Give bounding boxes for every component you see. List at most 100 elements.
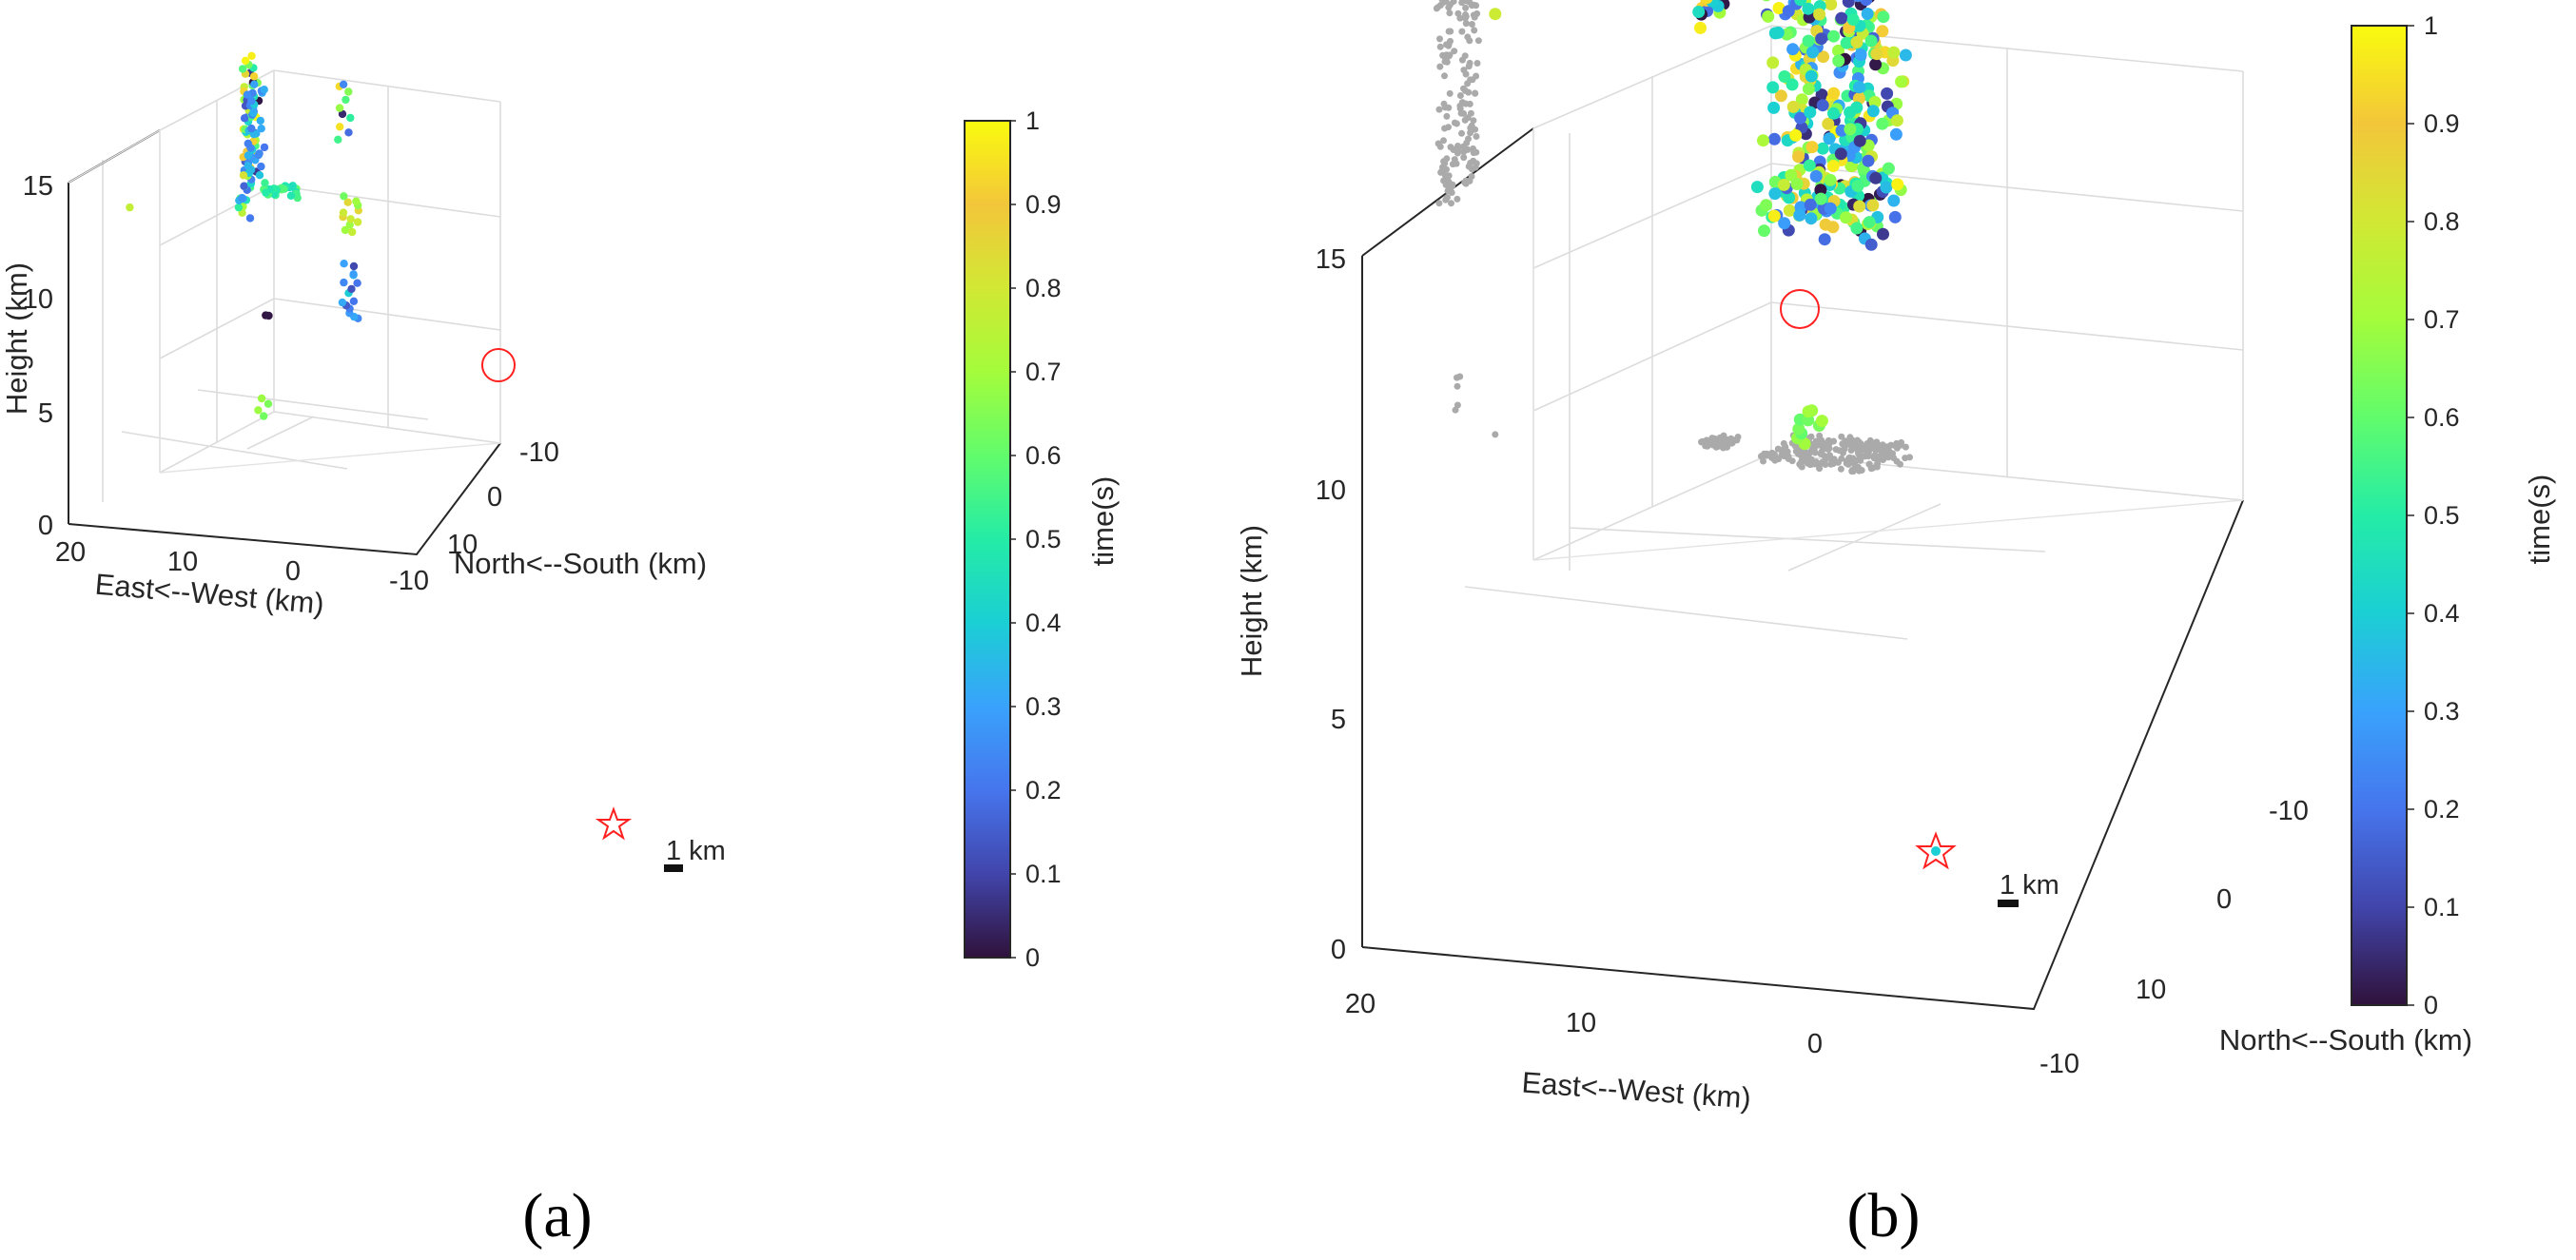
colorbar-label: time(s) [2523, 475, 2556, 565]
projection-point [1458, 0, 1466, 7]
projection-point [1781, 453, 1788, 460]
data-point [234, 203, 244, 212]
data-point [1881, 87, 1894, 100]
data-point [340, 192, 348, 201]
projection-point [1870, 441, 1878, 448]
projection-point [1451, 119, 1458, 126]
data-point [1832, 54, 1845, 68]
data-point [1827, 29, 1841, 43]
projection-point [1465, 88, 1473, 96]
projection-point [1436, 63, 1444, 70]
data-point [340, 278, 348, 287]
projection-point [1446, 10, 1454, 17]
projection-point [1473, 133, 1480, 140]
data-point [1827, 87, 1841, 100]
data-point [243, 90, 252, 99]
projection-point [1454, 401, 1461, 409]
panel-a-x-ticks: 20 10 0 -10 [55, 537, 429, 596]
data-point [257, 125, 265, 133]
projection-point [1822, 456, 1829, 463]
data-point [1794, 0, 1807, 7]
data-point [1814, 184, 1827, 197]
projection-point [1462, 70, 1470, 78]
projection-point [1461, 52, 1469, 60]
data-point [238, 65, 247, 73]
data-point [1793, 208, 1806, 222]
projection-point [1872, 447, 1880, 455]
data-point [1805, 141, 1819, 154]
data-point [1692, 6, 1706, 18]
data-point [1489, 8, 1502, 21]
data-point [1758, 224, 1770, 238]
data-point [1694, 21, 1707, 34]
projection-point [1720, 443, 1727, 451]
z-tick-label: 15 [23, 171, 53, 202]
projection-point [1875, 455, 1883, 462]
projection-point [1460, 154, 1468, 162]
projection-point [1864, 440, 1871, 447]
data-point [1805, 69, 1818, 83]
data-point [348, 227, 357, 237]
projection-point [1442, 172, 1449, 180]
data-point [335, 104, 344, 112]
projection-point [1764, 450, 1770, 457]
y-tick-label: 0 [487, 482, 502, 513]
projection-point [1434, 140, 1442, 147]
projection-point [1709, 439, 1717, 447]
data-point [1853, 134, 1866, 147]
data-point [1864, 238, 1878, 251]
z-tick-label: 10 [23, 284, 53, 315]
data-point [1832, 44, 1844, 57]
data-point [1866, 199, 1880, 212]
projection-point [1467, 129, 1474, 137]
data-point [1782, 5, 1795, 18]
data-point [1853, 81, 1865, 94]
data-point [1889, 127, 1903, 141]
projection-point [1464, 80, 1472, 87]
data-point [1863, 216, 1876, 229]
projection-point [1465, 135, 1472, 143]
data-point [1851, 180, 1864, 193]
z-tick-label: 5 [38, 398, 53, 429]
x-tick-label: 0 [285, 556, 301, 587]
data-point [1786, 43, 1800, 56]
data-point [352, 197, 361, 205]
data-point [260, 143, 269, 152]
data-point [1757, 134, 1769, 147]
projection-point [1435, 106, 1443, 113]
projection-point [1468, 165, 1475, 173]
data-point [1789, 128, 1803, 142]
data-point [1876, 25, 1889, 38]
data-point [1891, 178, 1904, 191]
x-tick-label: 20 [55, 537, 86, 568]
projection-point [1854, 441, 1862, 449]
z-axis-label: Height (km) [1235, 525, 1268, 677]
projection-point [1474, 37, 1482, 45]
projection-point [1879, 447, 1886, 455]
projection-point [1846, 434, 1854, 441]
projection-point [1822, 461, 1829, 468]
data-point [1766, 81, 1780, 94]
x-tick-label: -10 [2039, 1049, 2079, 1079]
x-tick-label: 20 [1345, 989, 1376, 1019]
y-tick-label: 10 [447, 530, 478, 560]
panel-b-z-ticks: 15 10 5 0 [1316, 244, 1346, 965]
data-point [1778, 217, 1791, 230]
projection-point [1788, 457, 1796, 465]
projection-point [1454, 374, 1460, 381]
data-point [241, 56, 250, 65]
projection-point [1464, 33, 1472, 41]
projection-point [1771, 456, 1779, 464]
projection-point [1457, 109, 1465, 117]
data-point [1850, 35, 1864, 48]
panel-a-grid [102, 69, 501, 502]
data-point [249, 72, 259, 81]
projection-point [1816, 465, 1824, 473]
data-point [260, 412, 268, 420]
data-point [1767, 209, 1781, 223]
projection-point [1435, 200, 1443, 207]
data-point [1823, 132, 1836, 145]
colorbar-tick-label: 0.2 [1025, 776, 1062, 804]
data-point [126, 203, 134, 212]
